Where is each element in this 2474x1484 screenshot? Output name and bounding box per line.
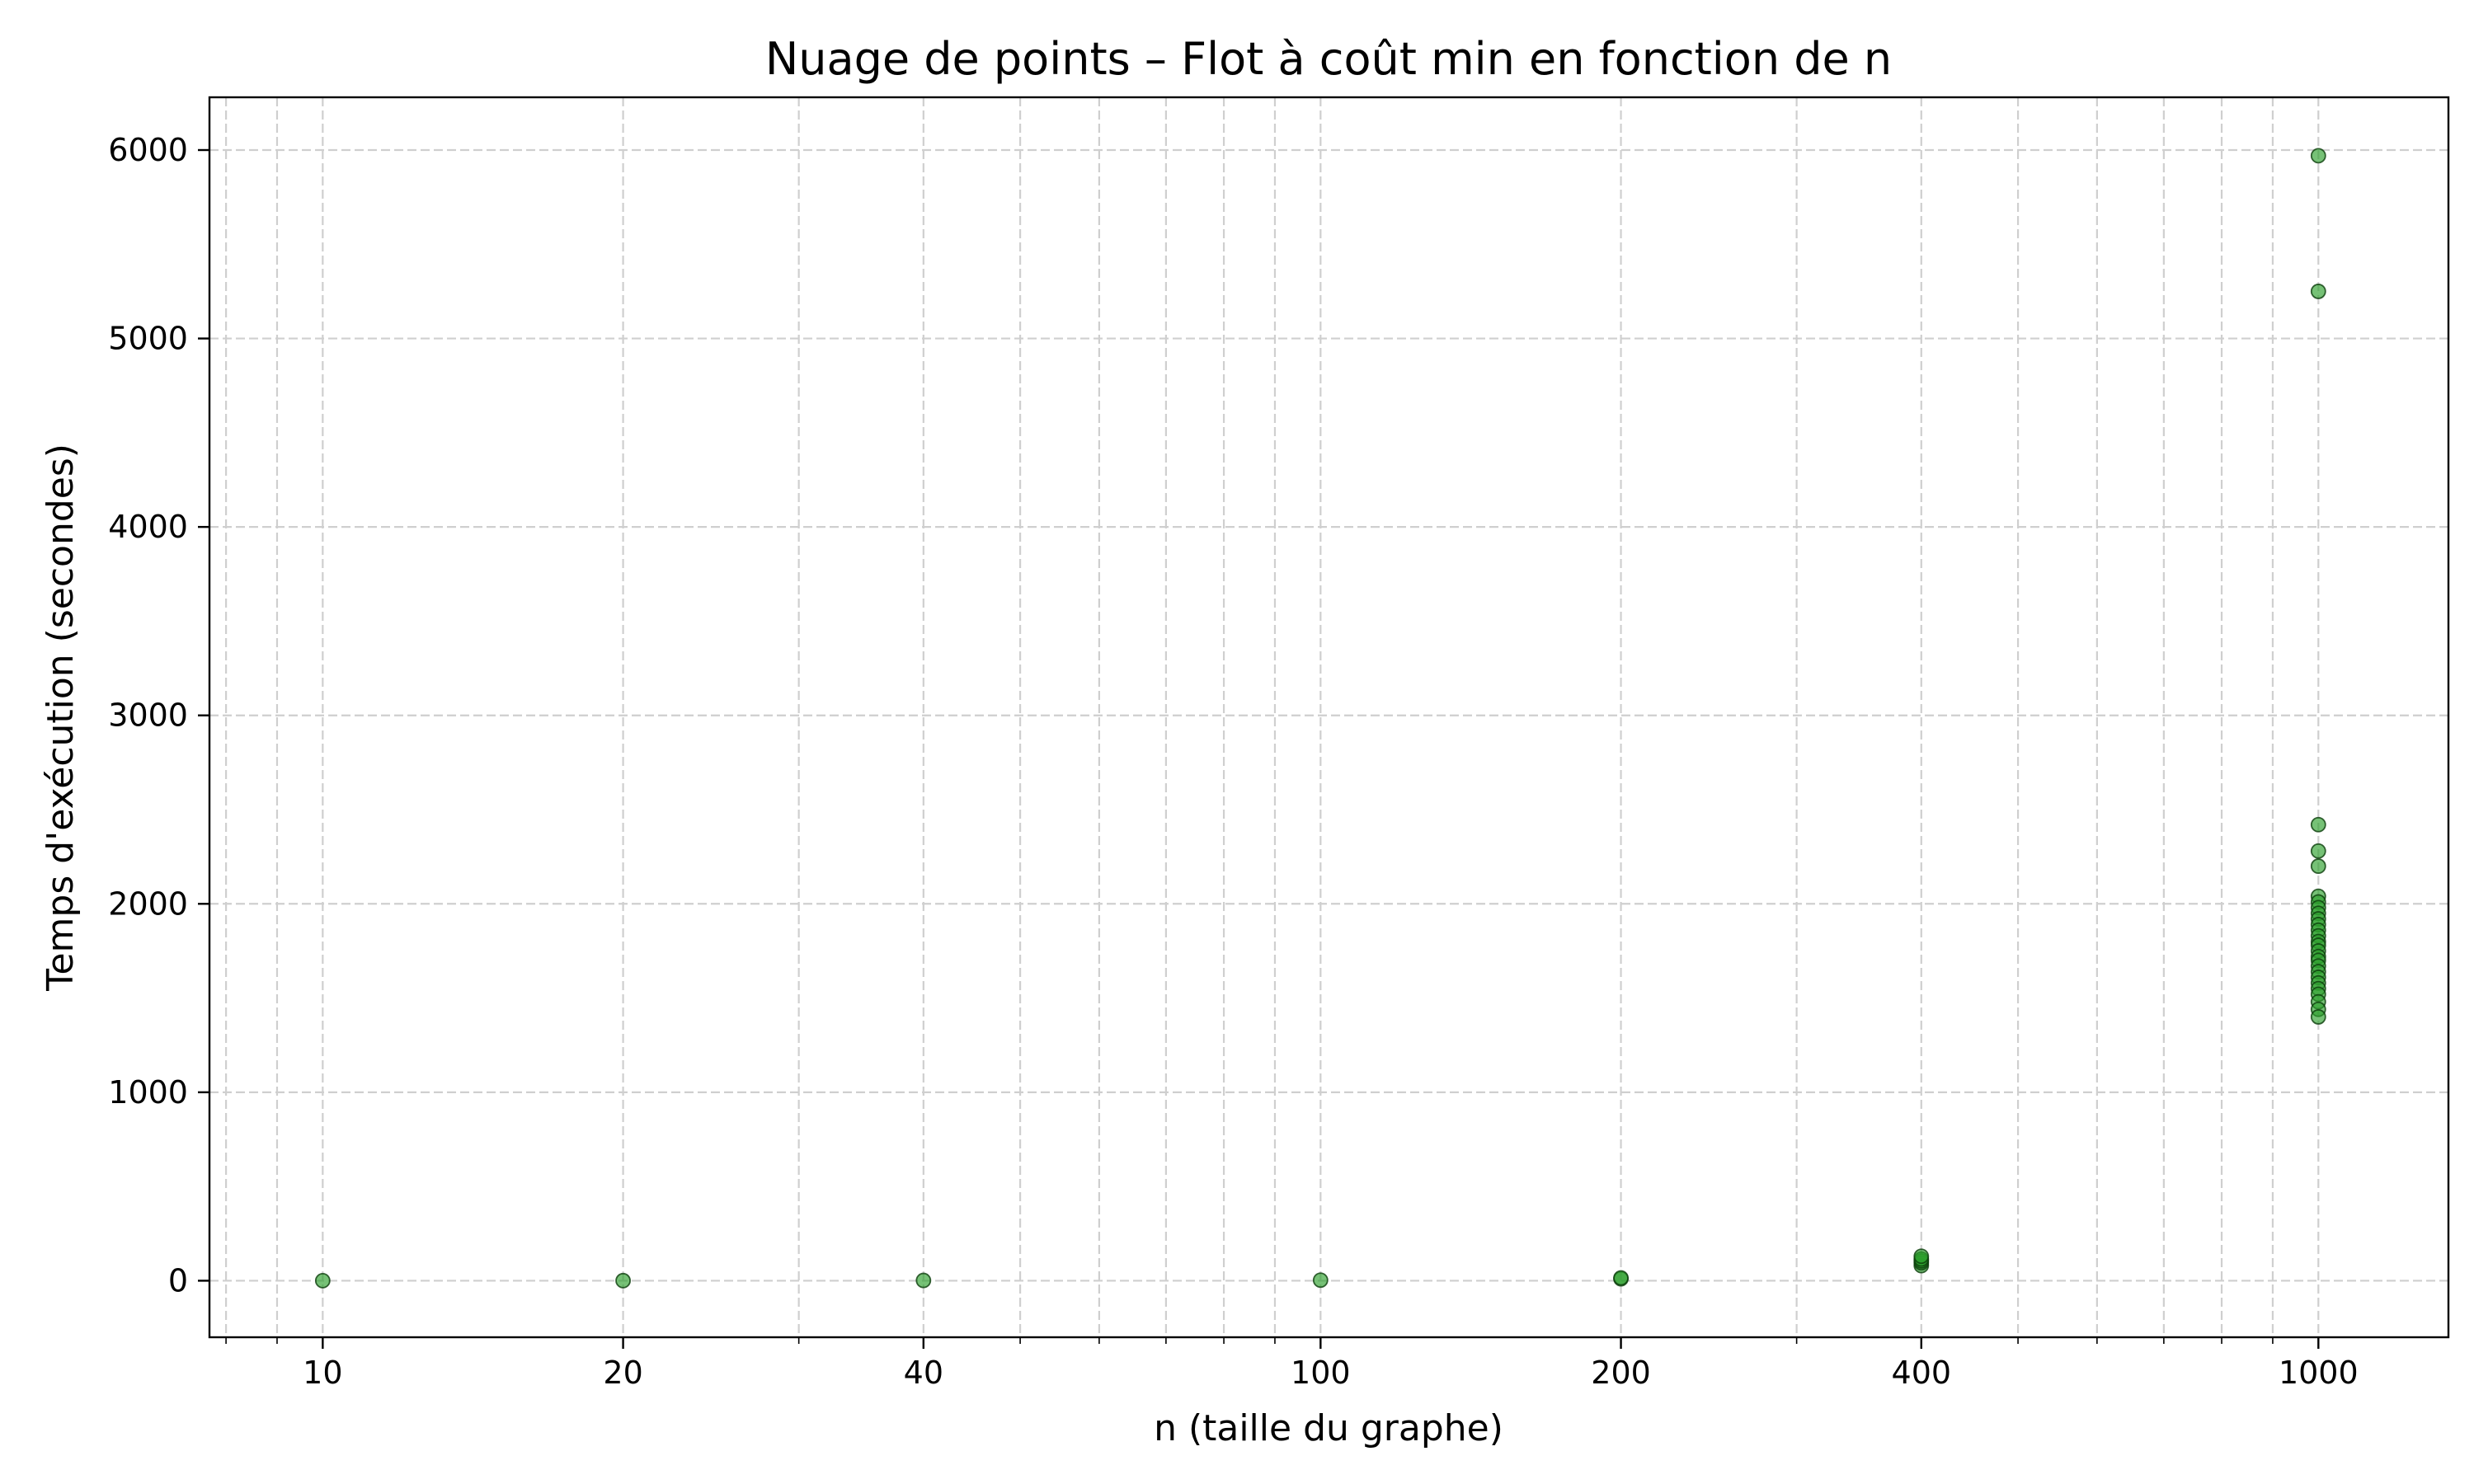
y-tick-label: 1000 bbox=[108, 1074, 188, 1111]
data-point bbox=[2310, 858, 2326, 874]
data-point bbox=[2310, 1009, 2326, 1025]
data-point bbox=[2310, 148, 2326, 164]
plot-frame bbox=[208, 96, 2450, 1339]
x-tick-label: 1000 bbox=[2279, 1355, 2359, 1391]
data-point bbox=[1312, 1272, 1329, 1289]
x-axis-label: n (taille du graphe) bbox=[1154, 1407, 1503, 1449]
data-point bbox=[615, 1272, 631, 1289]
y-tick-label: 4000 bbox=[108, 509, 188, 545]
data-point bbox=[2310, 816, 2326, 833]
x-tick-label: 20 bbox=[603, 1355, 642, 1391]
data-point bbox=[1913, 1248, 1930, 1265]
x-tick-label: 10 bbox=[303, 1355, 342, 1391]
y-tick-label: 5000 bbox=[108, 321, 188, 357]
axis-ticks bbox=[198, 148, 2320, 1349]
x-tick-label: 400 bbox=[1892, 1355, 1952, 1391]
data-point bbox=[2310, 284, 2326, 299]
data-point bbox=[314, 1273, 331, 1289]
y-axis-label: Temps d'exécution (secondes) bbox=[40, 444, 82, 992]
data-point bbox=[2310, 843, 2326, 859]
tick-labels: 10 20 40 100 200 400 1000 0 1000 2000 3000 4000 5000… bbox=[108, 132, 2358, 1391]
data-point bbox=[1613, 1270, 1629, 1286]
y-tick-label: 6000 bbox=[108, 132, 188, 168]
data-point bbox=[915, 1272, 932, 1289]
x-tick-label: 40 bbox=[904, 1355, 943, 1391]
y-tick-label: 3000 bbox=[108, 697, 188, 734]
y-tick-label: 2000 bbox=[108, 885, 188, 922]
chart-title: Nuage de points – Flot à coût min en fon… bbox=[765, 33, 1892, 85]
x-tick-label: 100 bbox=[1291, 1355, 1351, 1391]
y-tick-label: 0 bbox=[168, 1262, 188, 1298]
x-tick-label: 200 bbox=[1591, 1355, 1651, 1391]
data-points bbox=[314, 148, 2326, 1289]
grid-lines bbox=[209, 97, 2448, 1337]
